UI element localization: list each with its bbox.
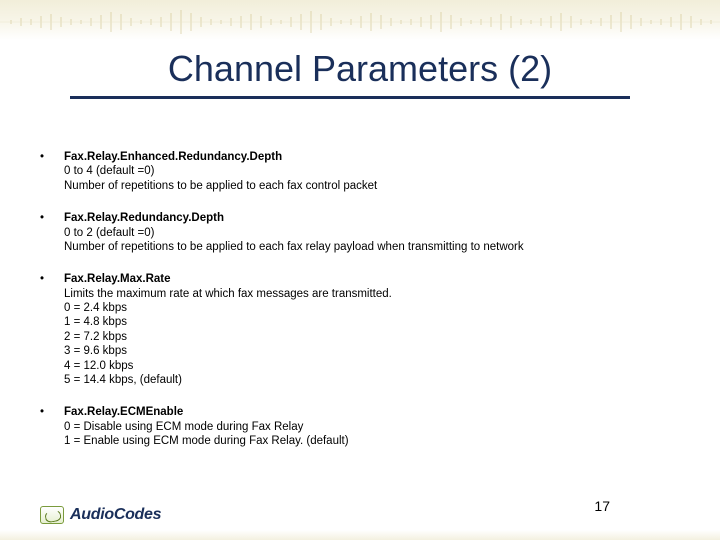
param-name: Fax.Relay.Max.Rate <box>64 272 680 286</box>
logo-text: AudioCodes <box>70 506 161 524</box>
param-body: Fax.Relay.Redundancy.Depth0 to 2 (defaul… <box>64 211 680 254</box>
param-line: Limits the maximum rate at which fax mes… <box>64 287 680 301</box>
param-item: •Fax.Relay.Enhanced.Redundancy.Depth0 to… <box>40 150 680 193</box>
param-line: 0 to 2 (default =0) <box>64 226 680 240</box>
param-line: 1 = 4.8 kbps <box>64 315 680 329</box>
bullet: • <box>40 211 64 254</box>
logo-mark-icon <box>40 506 64 524</box>
param-line: Number of repetitions to be applied to e… <box>64 240 680 254</box>
param-line: 5 = 14.4 kbps, (default) <box>64 373 680 387</box>
param-body: Fax.Relay.Enhanced.Redundancy.Depth0 to … <box>64 150 680 193</box>
param-name: Fax.Relay.Enhanced.Redundancy.Depth <box>64 150 680 164</box>
bottom-gradient-band <box>0 530 720 540</box>
title-underline <box>70 96 630 99</box>
bullet: • <box>40 150 64 193</box>
param-name: Fax.Relay.Redundancy.Depth <box>64 211 680 225</box>
param-item: •Fax.Relay.Redundancy.Depth0 to 2 (defau… <box>40 211 680 254</box>
param-line: 0 to 4 (default =0) <box>64 164 680 178</box>
param-line: Number of repetitions to be applied to e… <box>64 179 680 193</box>
bullet: • <box>40 272 64 387</box>
param-name: Fax.Relay.ECMEnable <box>64 405 680 419</box>
param-line: 2 = 7.2 kbps <box>64 330 680 344</box>
param-body: Fax.Relay.Max.RateLimits the maximum rat… <box>64 272 680 387</box>
logo: AudioCodes <box>40 506 161 524</box>
param-item: •Fax.Relay.Max.RateLimits the maximum ra… <box>40 272 680 387</box>
content-area: •Fax.Relay.Enhanced.Redundancy.Depth0 to… <box>40 150 680 466</box>
param-body: Fax.Relay.ECMEnable0 = Disable using ECM… <box>64 405 680 448</box>
bullet: • <box>40 405 64 448</box>
param-line: 0 = 2.4 kbps <box>64 301 680 315</box>
param-item: •Fax.Relay.ECMEnable0 = Disable using EC… <box>40 405 680 448</box>
logo-prefix: Audio <box>70 506 114 523</box>
slide-title: Channel Parameters (2) <box>0 48 720 90</box>
param-line: 1 = Enable using ECM mode during Fax Rel… <box>64 434 680 448</box>
top-gradient-band <box>0 0 720 40</box>
param-line: 0 = Disable using ECM mode during Fax Re… <box>64 420 680 434</box>
page-number: 17 <box>594 498 610 514</box>
param-line: 4 = 12.0 kbps <box>64 359 680 373</box>
logo-suffix: Codes <box>114 506 161 523</box>
param-line: 3 = 9.6 kbps <box>64 344 680 358</box>
